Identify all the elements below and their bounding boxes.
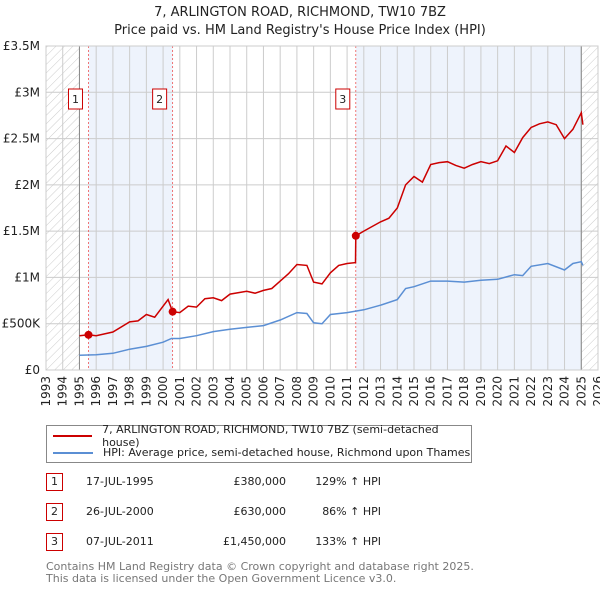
sale-hpi-change-cell: 86% ↑ HPI [286, 497, 381, 527]
shaded-period [355, 46, 582, 370]
red-line-swatch [53, 434, 93, 437]
sale-price-cell: £1,450,000 [186, 527, 286, 557]
sale-price: £380,000 [233, 475, 287, 488]
sales-table: 1 17-JUL-1995 £380,000 129% ↑ HPI 2 26-JUL-20… [46, 467, 381, 557]
sale-number-badge: 3 [46, 533, 63, 551]
x-tick-label: 2001 [173, 376, 187, 407]
x-tick-label: 1993 [39, 376, 53, 407]
sale-date-cell: 17-JUL-1995 [86, 467, 186, 497]
sale-row: 3 07-JUL-2011 £1,450,000 133% ↑ HPI [46, 527, 381, 557]
x-tick-label: 2024 [558, 376, 572, 407]
series-line [79, 110, 584, 337]
y-tick-label: £2.5M [3, 132, 40, 146]
sale-price: £630,000 [233, 505, 287, 518]
sale-hpi-change-cell: 133% ↑ HPI [286, 527, 381, 557]
legend: 7, ARLINGTON ROAD, RICHMOND, TW10 7BZ (s… [46, 423, 472, 463]
x-tick-label: 2002 [190, 376, 204, 407]
sale-hpi-change: 86% ↑ HPI [322, 505, 381, 518]
sale-point [351, 231, 360, 240]
sale-number-badge-cell: 3 [46, 527, 86, 557]
x-tick-label: 2010 [323, 376, 337, 407]
y-tick-label: £1M [14, 270, 40, 284]
sale-hpi-change: 133% ↑ HPI [315, 535, 381, 548]
x-tick-label: 2008 [290, 376, 304, 407]
title-line: 7, ARLINGTON ROAD, RICHMOND, TW10 7BZ [154, 5, 446, 20]
x-tick-label: 2015 [407, 376, 421, 407]
x-tick-label: 2016 [424, 376, 438, 407]
x-tick-label: 2022 [524, 376, 538, 407]
subtitle-line: Price paid vs. HM Land Registry's House … [114, 23, 486, 38]
sale-date: 26-JUL-2000 [86, 505, 154, 518]
x-tick-label: 1996 [89, 376, 103, 407]
sale-number-badge: 2 [46, 503, 63, 521]
y-tick-label: £2M [14, 178, 40, 192]
x-tick-label: 2003 [206, 376, 220, 407]
x-tick-label: 1999 [139, 376, 153, 407]
x-tick-label: 2014 [390, 376, 404, 407]
legend-label: 7, ARLINGTON ROAD, RICHMOND, TW10 7BZ (s… [102, 422, 439, 449]
series-line [79, 260, 584, 356]
x-tick-label: 2012 [357, 376, 371, 407]
sale-date: 17-JUL-1995 [86, 475, 154, 488]
footer: Contains HM Land Registry data © Crown c… [46, 561, 474, 585]
x-tick-label: 2025 [574, 376, 588, 407]
legend-item-property: 7, ARLINGTON ROAD, RICHMOND, TW10 7BZ (s… [53, 423, 471, 449]
sale-label: 2 [156, 93, 163, 106]
sale-row: 2 26-JUL-2000 £630,000 86% ↑ HPI [46, 497, 381, 527]
sale-price-cell: £380,000 [186, 467, 287, 497]
x-tick-label: 2004 [223, 376, 237, 407]
chart-title: 7, ARLINGTON ROAD, RICHMOND, TW10 7BZ Pr… [0, 4, 600, 40]
blue-line-swatch [53, 451, 93, 454]
x-tick-label: 2009 [307, 376, 321, 407]
x-tick-label: 2000 [156, 376, 170, 407]
x-tick-label: 2011 [340, 376, 354, 407]
x-tick-label: 2023 [541, 376, 555, 407]
legend-item-hpi: HPI: Average price, semi-detached house,… [53, 444, 470, 461]
sale-label: 3 [339, 93, 346, 106]
x-tick-label: 2005 [240, 376, 254, 407]
x-tick-label: 2026 [591, 376, 600, 407]
sale-number-badge: 1 [46, 473, 63, 491]
sale-date: 07-JUL-2011 [86, 535, 154, 548]
x-tick-label: 2019 [474, 376, 488, 407]
sale-label-box [67, 88, 83, 110]
sale-point [168, 307, 177, 316]
sale-label-box [335, 88, 351, 110]
y-tick-label: £3M [14, 85, 40, 99]
sale-row: 1 17-JUL-1995 £380,000 129% ↑ HPI [46, 467, 381, 497]
x-tick-label: 2018 [457, 376, 471, 407]
x-tick-label: 2021 [507, 376, 521, 407]
sale-point [84, 330, 93, 339]
sale-label-box [152, 88, 168, 110]
hatched-period [581, 46, 598, 370]
x-tick-label: 1998 [123, 376, 137, 407]
copyright-text: Contains HM Land Registry data © Crown c… [46, 560, 474, 573]
x-tick-label: 1994 [56, 376, 70, 407]
sale-label: 1 [72, 93, 79, 106]
x-tick-label: 2013 [374, 376, 388, 407]
y-tick-label: £0 [25, 363, 40, 377]
y-tick-label: £500K [2, 317, 42, 331]
licence-text: This data is licensed under the Open Gov… [46, 572, 397, 585]
sale-hpi-change: 129% ↑ HPI [315, 475, 381, 488]
x-tick-label: 1995 [72, 376, 86, 407]
y-tick-label: £3.5M [3, 39, 40, 53]
sale-hpi-change-cell: 129% ↑ HPI [286, 467, 381, 497]
sale-price-cell: £630,000 [186, 497, 287, 527]
sale-number-badge-cell: 1 [46, 467, 86, 497]
sale-number-badge-cell: 2 [46, 497, 86, 527]
x-tick-label: 1997 [106, 376, 120, 407]
y-tick-label: £1.5M [3, 224, 40, 238]
x-tick-label: 2020 [491, 376, 505, 407]
legend-label: HPI: Average price, semi-detached house,… [103, 446, 471, 459]
x-tick-label: 2007 [273, 376, 287, 407]
sale-date-cell: 07-JUL-2011 [86, 527, 186, 557]
x-tick-label: 2006 [256, 376, 270, 407]
plot-frame [45, 45, 599, 371]
sale-price: £1,450,000 [223, 535, 286, 548]
sale-date-cell: 26-JUL-2000 [86, 497, 186, 527]
x-tick-label: 2017 [440, 376, 454, 407]
